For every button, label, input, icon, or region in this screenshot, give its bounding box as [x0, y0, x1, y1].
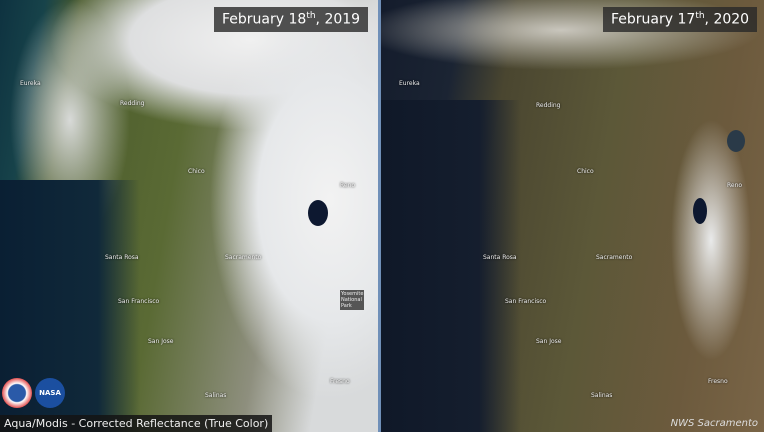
city-label: Santa Rosa	[105, 254, 139, 261]
city-label: Fresno	[708, 378, 728, 385]
city-label: Fresno	[330, 378, 350, 385]
city-label: Santa Rosa	[483, 254, 517, 261]
city-label: San Francisco	[505, 298, 547, 305]
city-label: Redding	[120, 100, 145, 107]
lake-tahoe	[308, 200, 328, 226]
lake-tahoe	[693, 198, 707, 224]
city-label: Reno	[727, 182, 743, 189]
panel-divider	[378, 0, 381, 432]
image-caption: Aqua/Modis - Corrected Reflectance (True…	[0, 415, 273, 432]
pyramid-lake	[727, 130, 745, 152]
date-label-2019: February 18th, 2019	[214, 7, 369, 32]
satellite-image-2019: February 18th, 2019 Eureka Redding Chico…	[0, 0, 378, 432]
city-label: Eureka	[399, 80, 420, 87]
city-label: Eureka	[20, 80, 41, 87]
city-label: San Jose	[536, 338, 562, 345]
city-label: Sacramento	[225, 254, 262, 261]
city-label: Chico	[188, 168, 205, 175]
city-label: Redding	[536, 102, 561, 109]
city-label: Salinas	[205, 392, 227, 399]
noaa-logo	[2, 378, 32, 408]
image-credit: NWS Sacramento	[670, 418, 758, 429]
park-label: Yosemite National Park	[340, 290, 364, 310]
date-label-2020: February 17th, 2020	[603, 7, 758, 32]
satellite-image-2020: February 17th, 2020 Eureka Redding Chico…	[381, 0, 764, 432]
city-label: Salinas	[591, 392, 613, 399]
city-label: Sacramento	[596, 254, 633, 261]
nasa-logo: NASA	[35, 378, 65, 408]
city-label: Reno	[340, 182, 356, 189]
city-label: Chico	[577, 168, 594, 175]
city-label: San Francisco	[118, 298, 160, 305]
city-label: San Jose	[148, 338, 174, 345]
